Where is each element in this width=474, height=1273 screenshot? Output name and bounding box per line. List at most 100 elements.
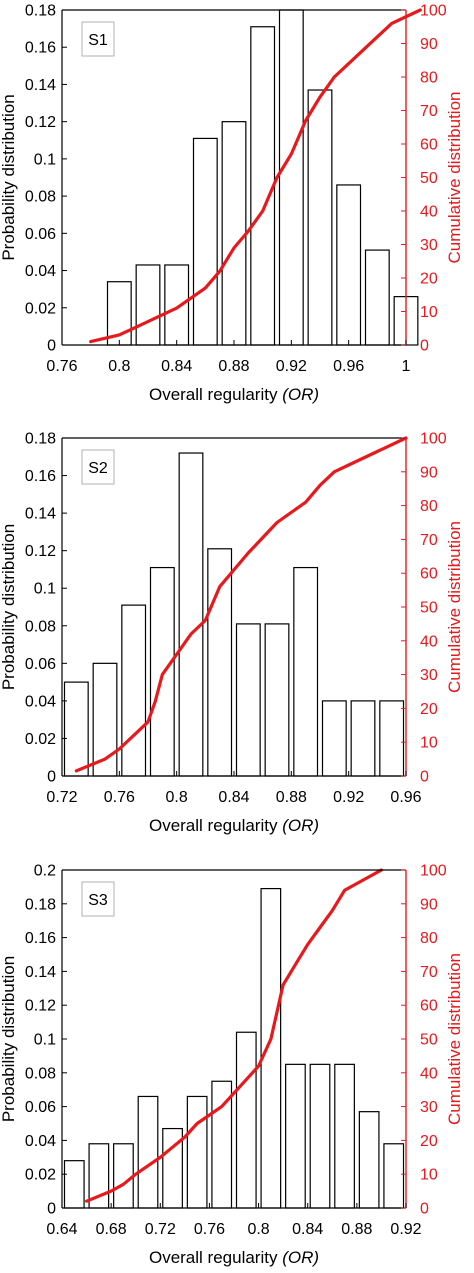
histogram-bar <box>321 700 347 777</box>
y-tick-label: 0.18 <box>25 3 56 20</box>
x-tick-label: 0.92 <box>276 358 307 375</box>
histogram-bar <box>192 137 218 346</box>
x-tick-label: 0.8 <box>166 789 188 806</box>
panel-label: S1 <box>88 32 108 49</box>
y2-tick-label: 50 <box>420 600 438 617</box>
histogram-bar <box>334 1063 355 1209</box>
x-tick-label: 0.96 <box>333 358 364 375</box>
y-tick-label: 0.14 <box>25 506 56 523</box>
y-tick-label: 0.06 <box>25 226 56 243</box>
y2-tick-label: 50 <box>420 170 438 187</box>
y2-tick-label: 40 <box>420 1065 438 1082</box>
y-tick-label: 0.04 <box>25 263 56 280</box>
chart-panel-1: 0.76 0.8 0.84 0.88 0.92 0.96 100.020.040.060.0… <box>0 3 464 405</box>
y2-tick-label: 0 <box>420 769 429 786</box>
y2-tick-label: 60 <box>420 137 438 154</box>
histogram-bar <box>293 566 319 777</box>
x-tick-label: 0.84 <box>218 789 249 806</box>
histogram-bar <box>135 264 161 346</box>
x-tick-label: 0.92 <box>390 1221 421 1238</box>
y-tick-label: 0 <box>47 769 56 786</box>
y-tick-label: 0.04 <box>25 1133 56 1150</box>
y-tick-label: 0.06 <box>25 1099 56 1116</box>
y2-tick-label: 30 <box>420 1099 438 1116</box>
y2-tick-label: 30 <box>420 667 438 684</box>
y2-tick-label: 80 <box>420 498 438 515</box>
histogram-bar <box>113 1143 134 1209</box>
y2-axis-title: Cumulative distribution <box>445 92 464 264</box>
x-tick-label: 0.84 <box>161 358 192 375</box>
histogram-bar <box>178 452 204 777</box>
y2-tick-label: 100 <box>420 3 447 20</box>
y-tick-label: 0.14 <box>25 964 56 981</box>
y2-axis-title: Cumulative distribution <box>445 953 464 1125</box>
y-tick-label: 0.14 <box>25 77 56 94</box>
y-tick-label: 0.02 <box>25 300 56 317</box>
chart-panel-3: 0.64 0.68 0.72 0.76 0.8 0.84 0.88 0.92 0 0.02 0.04… <box>0 863 464 1268</box>
y-tick-label: 0.08 <box>25 189 56 206</box>
y-tick-label: 0.1 <box>34 581 56 598</box>
x-tick-label: 0.88 <box>276 789 307 806</box>
y2-tick-label: 90 <box>420 896 438 913</box>
y-tick-label: 0.16 <box>25 40 56 57</box>
y2-tick-label: 80 <box>420 930 438 947</box>
cumulative-line <box>74 436 408 773</box>
x-axis-title-text: Overall regularity <box>149 385 278 404</box>
x-tick-label: 0.64 <box>46 1221 77 1238</box>
x-axis-title: Overall regularity (OR) <box>149 385 319 404</box>
y2-tick-label: 40 <box>420 204 438 221</box>
y2-tick-label: 20 <box>420 271 438 288</box>
x-tick-label: 0.72 <box>46 789 77 806</box>
y-tick-label: 0.02 <box>25 731 56 748</box>
histogram-bar <box>364 249 390 346</box>
x-tick-label: 0.88 <box>341 1221 372 1238</box>
x-axis-title-italic: (OR) <box>282 816 319 835</box>
histogram-bar <box>121 604 147 777</box>
y2-tick-label: 100 <box>420 863 447 880</box>
x-axis-title-text: Overall regularity <box>149 816 278 835</box>
histogram-bar <box>309 1063 331 1209</box>
histogram-bar <box>137 1095 159 1209</box>
y2-axis-title: Cumulative distribution <box>445 521 464 693</box>
x-tick-label: 0.76 <box>46 358 77 375</box>
histogram-bar <box>207 548 233 777</box>
y-tick-label: 0.2 <box>34 863 56 880</box>
histogram-bar <box>221 121 247 346</box>
histogram-bar <box>63 1160 85 1209</box>
y2-tick-label: 0 <box>420 338 429 355</box>
panel-label-box <box>81 881 115 917</box>
y-tick-label: 0.08 <box>25 1065 56 1082</box>
x-tick-label: 0.8 <box>108 358 130 375</box>
y2-tick-label: 50 <box>420 1032 438 1049</box>
y2-tick-label: 90 <box>420 464 438 481</box>
histogram-bar <box>379 700 405 777</box>
x-tick-label: 0.68 <box>96 1221 127 1238</box>
x-tick-label: 1 <box>402 358 411 375</box>
x-axis-title-italic: (OR) <box>282 1248 319 1267</box>
y-tick-label: 0.02 <box>25 1167 56 1184</box>
y2-tick-label: 80 <box>420 70 438 87</box>
x-tick-label: 0.76 <box>104 789 135 806</box>
y2-tick-label: 100 <box>420 431 447 448</box>
histogram-bar <box>307 89 333 346</box>
y2-tick-label: 70 <box>420 532 438 549</box>
histogram-bar <box>285 1063 306 1209</box>
y2-tick-label: 40 <box>420 633 438 650</box>
histogram-bar <box>336 184 362 346</box>
histogram-bar <box>63 681 89 777</box>
y-tick-label: 0.1 <box>34 1032 56 1049</box>
x-tick-label: 0.84 <box>292 1221 323 1238</box>
y2-tick-label: 20 <box>420 1133 438 1150</box>
y-tick-label: 0.06 <box>25 656 56 673</box>
histogram-bar <box>235 1031 257 1209</box>
y-tick-label: 0.12 <box>25 998 56 1015</box>
y-tick-label: 0 <box>47 338 56 355</box>
panel-label: S3 <box>88 892 108 909</box>
y2-tick-label: 20 <box>420 701 438 718</box>
x-tick-label: 0.92 <box>333 789 364 806</box>
y2-tick-label: 70 <box>420 103 438 120</box>
y-tick-label: 0.08 <box>25 618 56 635</box>
y2-tick-label: 10 <box>420 304 438 321</box>
chart-panel-2: 0.72 0.76 0.8 0.84 0.88 0.92 0.96 0 0.02 0.04 0.06… <box>0 431 464 836</box>
